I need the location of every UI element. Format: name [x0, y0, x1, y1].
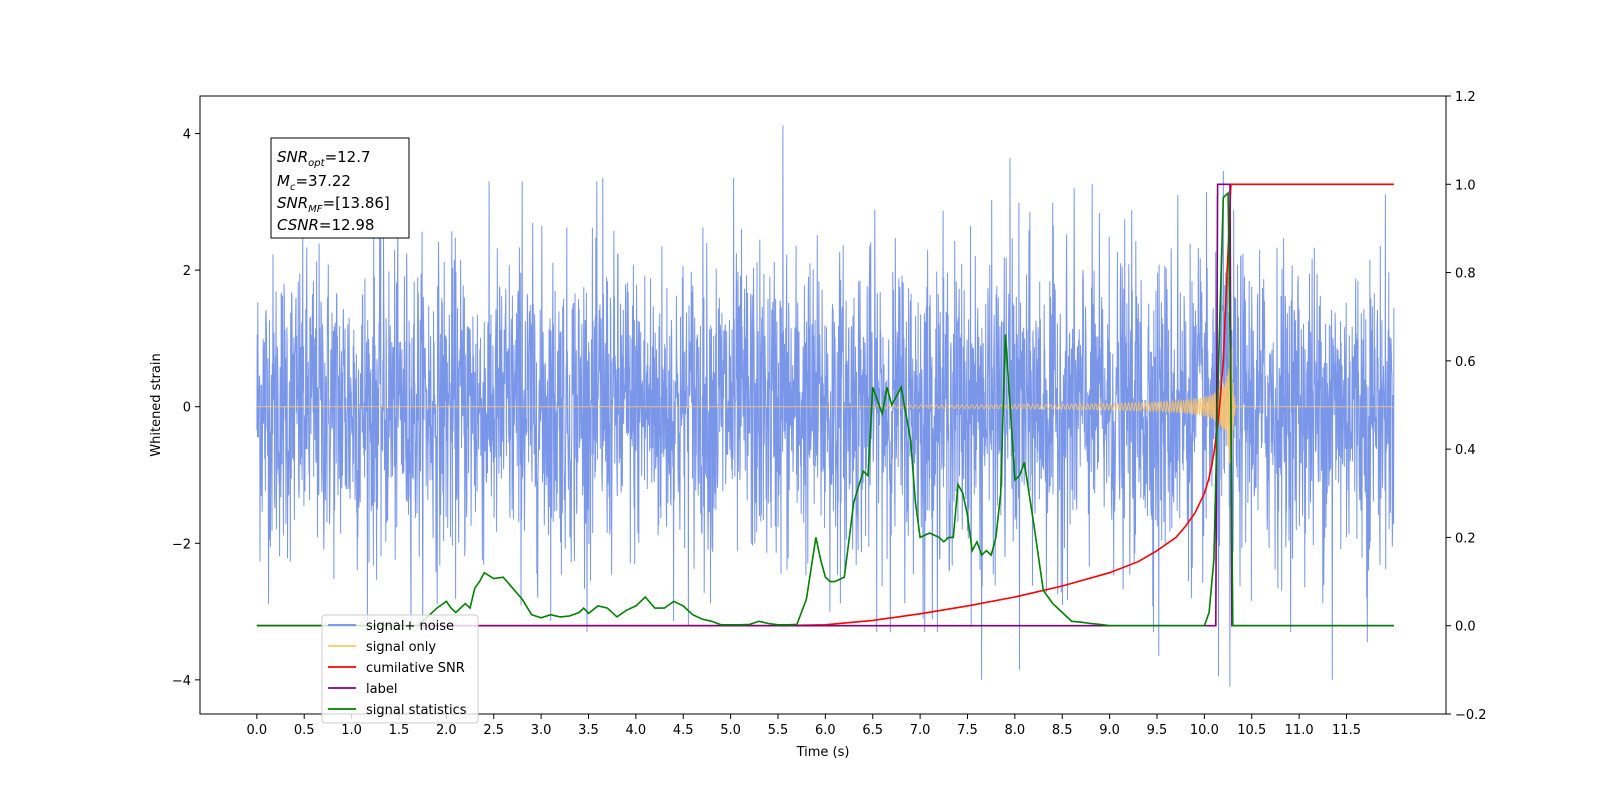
x-tick-label: 8.5: [1052, 723, 1073, 738]
x-tick-label: 6.0: [815, 723, 836, 738]
y-tick-label-left: 2: [183, 264, 191, 279]
x-tick-label: 4.0: [626, 723, 647, 738]
y-tick-label-left: 4: [183, 128, 191, 143]
y-tick-label-right: 1.0: [1455, 178, 1476, 193]
x-tick-label: 5.5: [768, 723, 789, 738]
y-tick-label-right: 0.8: [1455, 267, 1476, 282]
x-tick-label: 8.0: [1005, 723, 1026, 738]
plot-frame: [199, 95, 1447, 715]
x-tick-label: 3.0: [531, 723, 552, 738]
x-tick-label: 2.0: [436, 723, 457, 738]
y-tick-label-left: −2: [172, 537, 191, 552]
y-axis-right: −0.2 0.0 0.2 0.4 0.6 0.8 1.0 1.2: [1446, 90, 1487, 723]
series-cumulative-snr: [256, 183, 1394, 627]
series-signal-only: [256, 320, 1394, 465]
y-axis-left: −4 −2 0 2 4: [172, 128, 200, 689]
y-tick-label-right: 0.0: [1455, 620, 1476, 635]
legend-label: cumilative SNR: [366, 661, 465, 676]
x-tick-label: 10.5: [1237, 723, 1266, 738]
x-tick-label: 2.5: [483, 723, 504, 738]
y-tick-label-right: 0.4: [1455, 443, 1476, 458]
annotation-csnr: CSNR=12.98: [277, 216, 374, 234]
legend-label: label: [366, 682, 397, 697]
x-tick-label: 1.5: [389, 723, 410, 738]
x-tick-label: 9.5: [1147, 723, 1168, 738]
series-signal-noise: [256, 125, 1395, 687]
x-tick-label: 0.0: [247, 723, 268, 738]
annotation-box: SNRopt=12.7 Mc=37.22 SNRMF=[13.86] CSNR=…: [270, 137, 410, 239]
legend-frame: [321, 614, 479, 724]
x-tick-label: 0.5: [294, 723, 315, 738]
y-tick-label-right: −0.2: [1455, 708, 1487, 723]
legend-label: signal+ noise: [366, 619, 454, 634]
y-tick-label-left: −4: [172, 674, 191, 689]
x-tick-label: 4.5: [673, 723, 694, 738]
x-tick-label: 3.5: [578, 723, 599, 738]
x-tick-label: 7.5: [957, 723, 978, 738]
x-axis: 0.0 0.5 1.0 1.5 2.0 2.5 3.0 3.5 4.0 4.5 5.0 5.5 6.0 6…: [247, 714, 1361, 738]
x-tick-label: 11.0: [1285, 723, 1314, 738]
annotation-mc: Mc=37.22: [277, 172, 351, 193]
y-tick-label-right: 0.6: [1455, 355, 1476, 370]
x-tick-label: 10.0: [1190, 723, 1219, 738]
legend-label: signal statistics: [366, 703, 467, 718]
legend-label: signal only: [366, 640, 436, 655]
y-tick-label-right: 0.2: [1455, 531, 1476, 546]
y-tick-label-right: 1.2: [1455, 90, 1476, 105]
annotation-snr-opt: SNRopt=12.7: [277, 148, 371, 169]
x-axis-label: Time (s): [796, 745, 850, 760]
x-tick-label: 7.0: [910, 723, 931, 738]
x-tick-label: 6.5: [862, 723, 883, 738]
series-signal-statistics: [256, 191, 1394, 627]
annotation-snr-mf: SNRMF=[13.86]: [277, 194, 390, 215]
series-layer: [256, 125, 1395, 687]
annotation-frame: [270, 137, 410, 239]
x-tick-label: 9.0: [1099, 723, 1120, 738]
y-tick-label-left: 0: [183, 401, 191, 416]
x-tick-label: 5.0: [720, 723, 741, 738]
x-tick-label: 1.0: [341, 723, 362, 738]
y-axis-label-left: Whitened strain: [149, 353, 164, 456]
x-tick-label: 11.5: [1332, 723, 1361, 738]
legend: signal+ noise signal only cumilative SNR la…: [321, 614, 479, 724]
